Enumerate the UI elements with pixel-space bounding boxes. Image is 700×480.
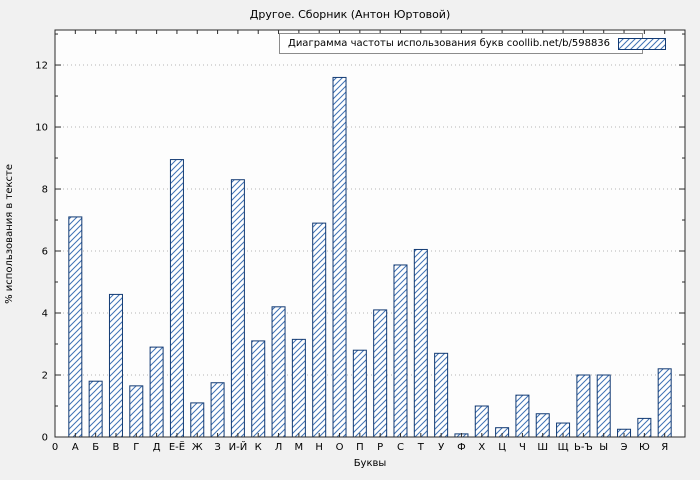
bar-Ы — [596, 374, 611, 438]
bar-У — [434, 352, 449, 438]
legend-label: Диаграмма частоты использования букв coo… — [288, 38, 611, 49]
bar-Ж — [190, 402, 205, 438]
x-tick-label: Ч — [519, 442, 526, 453]
y-tick-label: 10 — [35, 123, 48, 134]
x-tick-label: Ц — [498, 442, 506, 453]
x-tick-label: М — [295, 442, 304, 453]
bar-П — [352, 349, 367, 438]
x-tick-label: Э — [621, 442, 628, 453]
x-tick-label: С — [397, 442, 404, 453]
x-tick-label: В — [113, 442, 120, 453]
x-tick-label: И-Й — [229, 440, 248, 453]
bar-М — [291, 338, 306, 438]
bar-Д — [149, 346, 164, 438]
plot-frame — [54, 29, 686, 438]
y-tick-label: 8 — [42, 185, 48, 196]
x-tick-label: З — [214, 442, 220, 453]
bar-В — [108, 293, 123, 438]
x-axis-label: Буквы — [353, 458, 387, 469]
x-tick-label: Р — [377, 442, 383, 453]
x-tick-label: Л — [275, 442, 283, 453]
bar-Ь-Ъ — [576, 374, 591, 438]
y-tick-label: 12 — [35, 61, 48, 72]
x-tick-label: Ь-Ъ — [574, 442, 593, 453]
bar-Е-Ё — [169, 159, 184, 438]
bar-И-Й — [230, 179, 245, 438]
x-tick-label: Ф — [457, 442, 466, 453]
bar-Т — [413, 248, 428, 438]
y-tick-label: 2 — [42, 371, 48, 382]
bar-Н — [312, 222, 327, 438]
bar-А — [68, 216, 83, 438]
x-tick-label: Е-Ё — [169, 440, 185, 453]
x-tick-label: У — [438, 442, 444, 453]
y-axis-label: % использования в тексте — [4, 163, 15, 304]
bar-Г — [129, 385, 144, 438]
y-tick-label: 0 — [42, 433, 48, 444]
bar-К — [251, 340, 266, 438]
bar-Я — [657, 368, 672, 438]
bar-Л — [271, 306, 286, 438]
x-tick-label: Т — [417, 442, 425, 453]
y-tick-label: 4 — [42, 309, 48, 320]
x-tick-label: Д — [153, 442, 161, 453]
chart-title: Другое. Сборник (Антон Юртовой) — [249, 8, 451, 21]
plot-area — [55, 30, 685, 437]
x-tick-label: Ы — [599, 442, 608, 453]
x-origin-label: 0 — [52, 442, 58, 453]
y-axis-label-wrap: % использования в тексте — [4, 30, 15, 437]
bar-С — [393, 264, 408, 438]
bar-О — [332, 76, 347, 438]
bar-З — [210, 382, 225, 438]
x-tick-label: Г — [133, 442, 139, 453]
bar-Ч — [515, 394, 530, 438]
x-tick-label: П — [356, 442, 364, 453]
x-tick-label: Н — [315, 442, 323, 453]
bar-Р — [373, 309, 388, 438]
x-tick-label: Щ — [558, 442, 569, 453]
x-tick-label: Ю — [639, 442, 650, 453]
x-tick-label: А — [72, 442, 79, 453]
x-tick-label: Б — [92, 442, 99, 453]
bar-Б — [88, 380, 103, 438]
legend: Диаграмма частоты использования букв coo… — [279, 33, 667, 54]
y-tick-label: 6 — [42, 247, 48, 258]
x-tick-label: Ш — [537, 442, 548, 453]
x-tick-label: Я — [661, 442, 668, 453]
x-tick-label: К — [255, 442, 262, 453]
x-tick-label: Х — [478, 442, 485, 453]
x-tick-label: О — [336, 442, 344, 453]
legend-swatch-icon — [618, 37, 667, 50]
x-tick-label: Ж — [192, 442, 203, 453]
legend-swatch-rect — [618, 37, 667, 50]
bar-Х — [474, 405, 489, 438]
